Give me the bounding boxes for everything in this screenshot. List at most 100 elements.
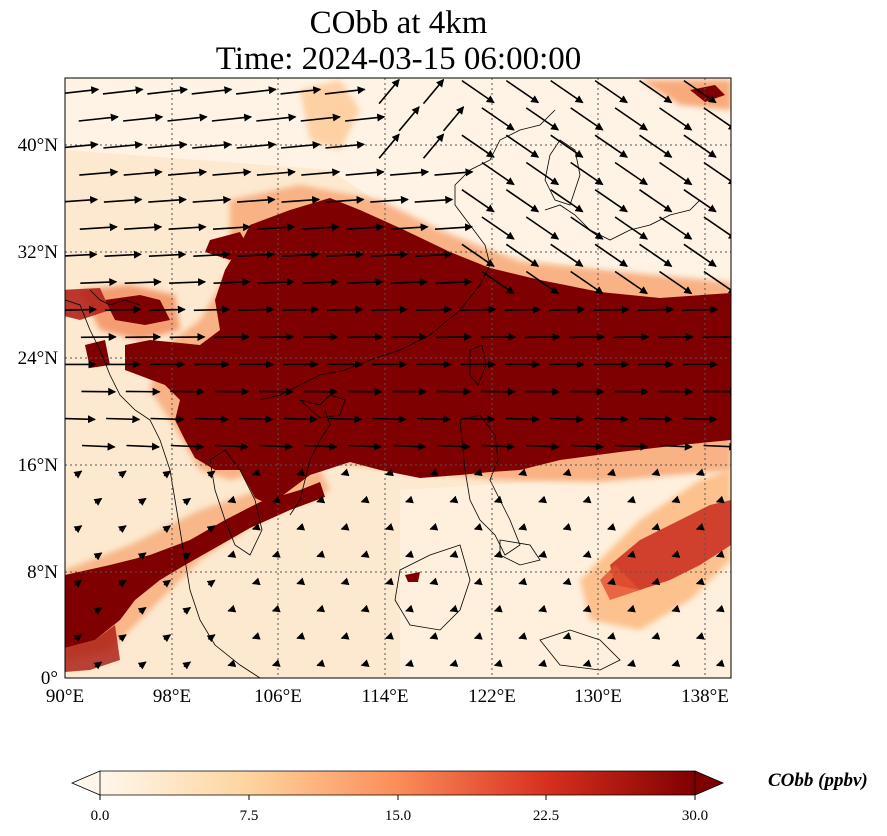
wind-arrow bbox=[627, 604, 636, 613]
wind-arrow bbox=[550, 134, 584, 158]
wind-arrow bbox=[570, 442, 604, 451]
wind-arrow bbox=[360, 659, 370, 667]
wind-arrow bbox=[429, 468, 439, 477]
wind-arrow bbox=[683, 134, 717, 158]
wind-arrow bbox=[137, 606, 147, 615]
wind-arrow bbox=[124, 278, 162, 287]
wind-arrow bbox=[93, 606, 103, 615]
wind-arrow bbox=[192, 195, 232, 204]
wind-arrow bbox=[378, 133, 400, 159]
wind-arrow bbox=[212, 223, 251, 232]
wind-arrow bbox=[316, 604, 326, 613]
wind-arrow bbox=[212, 168, 252, 177]
wind-arrow bbox=[149, 305, 186, 314]
wind-arrow bbox=[236, 140, 277, 149]
wind-arrow bbox=[117, 634, 127, 643]
wind-arrow bbox=[65, 305, 97, 314]
wind-arrow bbox=[148, 195, 187, 204]
wind-arrow bbox=[461, 243, 495, 267]
map-frame bbox=[64, 77, 732, 679]
main-plume bbox=[125, 198, 731, 505]
wind-arrow bbox=[251, 632, 261, 640]
wind-arrow bbox=[594, 134, 628, 158]
wind-arrow bbox=[259, 442, 294, 451]
wind-arrow bbox=[296, 523, 306, 531]
wind-arrow bbox=[562, 632, 572, 640]
wind-arrow bbox=[79, 168, 119, 177]
wind-arrow bbox=[518, 632, 528, 640]
wind-arrow bbox=[505, 189, 540, 213]
wind-arrow bbox=[137, 552, 147, 561]
wind-arrow bbox=[683, 79, 717, 104]
wind-arrow bbox=[715, 495, 725, 504]
wind-arrow bbox=[282, 305, 319, 314]
wind-arrow bbox=[659, 442, 693, 451]
wind-arrow bbox=[162, 470, 172, 479]
wind-arrow bbox=[93, 661, 103, 670]
wind-arrow bbox=[392, 442, 427, 451]
wind-arrow bbox=[405, 604, 414, 613]
wind-arrow bbox=[103, 195, 143, 204]
wind-arrow bbox=[449, 659, 459, 667]
wind-arrow bbox=[627, 550, 636, 558]
wind-arrow bbox=[126, 442, 160, 451]
wind-arrow bbox=[415, 250, 453, 259]
wind-arrow bbox=[671, 659, 681, 667]
east-plume bbox=[610, 500, 731, 590]
wind-arrow bbox=[256, 168, 296, 177]
wind-arrow bbox=[206, 470, 216, 479]
wind-arrow bbox=[206, 525, 216, 534]
cbar-tick-30: 30.0 bbox=[682, 808, 708, 824]
wind-arrow bbox=[73, 634, 83, 643]
wind-arrow bbox=[461, 415, 496, 424]
cbar-tick-15: 15.0 bbox=[385, 808, 411, 824]
plot-title-line2: Time: 2024-03-15 06:00:00 bbox=[215, 41, 582, 77]
wind-arrow bbox=[473, 468, 483, 477]
wind-arrow bbox=[460, 305, 497, 314]
wind-arrow bbox=[614, 161, 648, 186]
wind-arrow bbox=[594, 189, 628, 213]
wind-arrow bbox=[582, 550, 592, 558]
wind-arrow bbox=[271, 495, 281, 504]
wind-arrow bbox=[227, 550, 237, 558]
wind-arrow bbox=[102, 86, 144, 95]
wind-arrow bbox=[442, 106, 465, 132]
wind-arrow bbox=[651, 577, 661, 586]
wind-arrow bbox=[73, 579, 83, 588]
wind-arrow bbox=[385, 632, 394, 640]
wind-arrow bbox=[271, 550, 281, 558]
wind-arrow bbox=[215, 442, 249, 451]
wind-arrow bbox=[316, 659, 326, 667]
wind-arrow bbox=[303, 442, 338, 451]
wind-arrow bbox=[182, 552, 192, 561]
wind-arrow bbox=[378, 78, 400, 105]
wind-arrow bbox=[325, 140, 365, 149]
wind-arrow bbox=[562, 468, 572, 477]
wind-arrow bbox=[211, 113, 253, 122]
lat-tick-24: 24°N bbox=[18, 348, 59, 369]
wind-arrow bbox=[683, 189, 717, 213]
wind-arrow bbox=[570, 216, 604, 240]
wind-arrow bbox=[345, 168, 385, 177]
wind-arrow bbox=[280, 86, 322, 95]
wind-arrow bbox=[422, 133, 445, 159]
wind-arrow bbox=[104, 250, 142, 259]
wind-arrow bbox=[637, 305, 675, 314]
wind-arrow bbox=[639, 79, 673, 104]
wind-arrow bbox=[340, 468, 350, 477]
wind-arrow bbox=[301, 168, 341, 177]
wind-arrow bbox=[206, 579, 216, 588]
lat-tick-0: 0° bbox=[41, 668, 58, 689]
wind-arrow bbox=[405, 495, 414, 504]
wind-arrow bbox=[370, 250, 409, 259]
wind-arrow bbox=[123, 168, 163, 177]
wind-arrow bbox=[148, 250, 187, 259]
wind-arrow bbox=[213, 278, 251, 287]
wind-arrow bbox=[360, 495, 370, 504]
wind-arrow bbox=[659, 161, 693, 186]
colorbar-extend-high bbox=[694, 770, 725, 796]
wind-arrow bbox=[93, 552, 103, 561]
wind-arrow bbox=[461, 134, 495, 158]
wind-arrow bbox=[346, 278, 384, 287]
wind-arrow bbox=[93, 497, 103, 506]
